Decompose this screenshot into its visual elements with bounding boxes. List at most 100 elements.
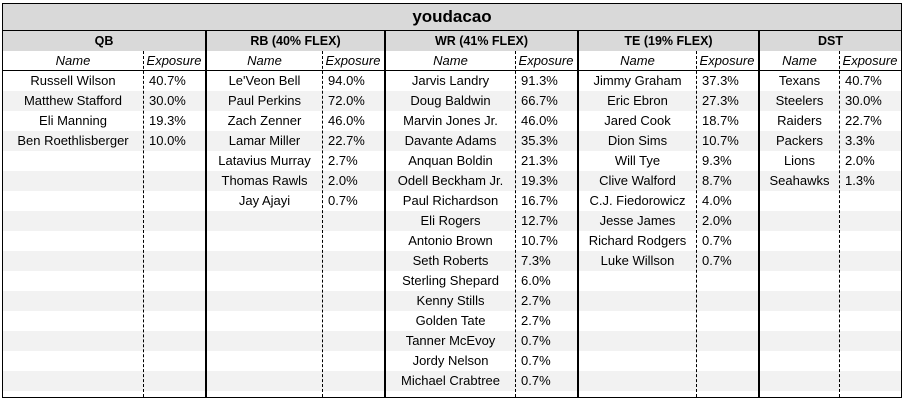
player-name: Seth Roberts [412,253,489,268]
table-row: Lions 2.0% [760,151,901,171]
player-name: Will Tye [614,153,661,168]
table-row: Sterling Shepard 6.0% [386,271,577,291]
row-stripe [207,331,384,351]
column-header-exposure: Exposure [146,53,202,68]
player-name: Davante Adams [404,133,497,148]
exposure-value: 2.7% [328,153,358,168]
exposure-value: 1.3% [845,173,875,188]
column-header-name: Name [433,53,468,68]
group-rb: RB (40% FLEX) Name Exposure Le'Veon Bell 94.… [206,31,385,398]
exposure-value: 0.7% [702,253,732,268]
exposure-value: 9.3% [702,153,732,168]
group-dst: DST Name Exposure Texans 40.7% Steelers 30.0% R… [759,31,902,398]
exposure-value: 10.7% [702,133,739,148]
player-name: Dion Sims [607,133,668,148]
exposure-value: 2.0% [328,173,358,188]
row-stripe [207,171,384,191]
row-stripe [3,91,205,111]
column-divider [515,51,516,397]
row-stripe [579,211,758,231]
row-stripe [207,251,384,271]
player-name: Kenny Stills [416,293,485,308]
table-row: Russell Wilson 40.7% [3,71,205,91]
column-header-name: Name [782,53,817,68]
exposure-value: 19.3% [149,113,186,128]
player-name: Clive Walford [599,173,676,188]
table-row: Thomas Rawls 2.0% [207,171,384,191]
row-stripe [760,331,901,351]
table-row: Will Tye 9.3% [579,151,758,171]
exposure-value: 46.0% [521,113,558,128]
column-header-name: Name [247,53,282,68]
row-stripe [386,91,577,111]
player-name: Packers [776,133,823,148]
group-header-wr: WR (41% FLEX) [386,31,577,52]
table-row: Eli Manning 19.3% [3,111,205,131]
exposure-value: 30.0% [149,93,186,108]
table-row: Paul Richardson 16.7% [386,191,577,211]
exposure-value: 22.7% [845,113,882,128]
table-row: Packers 3.3% [760,131,901,151]
exposure-value: 2.0% [702,213,732,228]
player-name: Sterling Shepard [402,273,499,288]
player-name: Jimmy Graham [593,73,682,88]
exposure-value: 2.0% [845,153,875,168]
group-header-rb: RB (40% FLEX) [207,31,384,52]
row-stripe [579,291,758,311]
player-name: Richard Rodgers [588,233,687,248]
group-te: TE (19% FLEX) Name Exposure Jimmy Graham 37.… [578,31,759,398]
column-header-row: Name Exposure [207,51,384,71]
player-name: Doug Baldwin [410,93,491,108]
table-row: Paul Perkins 72.0% [207,91,384,111]
column-header-name: Name [620,53,655,68]
exposure-value: 40.7% [149,73,186,88]
row-stripe [579,91,758,111]
row-stripe [207,291,384,311]
table-row: Tanner McEvoy 0.7% [386,331,577,351]
table-row: Jesse James 2.0% [579,211,758,231]
player-name: Jesse James [599,213,676,228]
row-stripe [386,371,577,391]
player-name: Jay Ajayi [238,193,291,208]
exposure-value: 0.7% [521,333,551,348]
player-name: Tanner McEvoy [405,333,496,348]
player-name: Raiders [777,113,822,128]
column-header-exposure: Exposure [325,53,381,68]
exposure-value: 12.7% [521,213,558,228]
row-stripe [386,131,577,151]
row-stripe [386,211,577,231]
player-name: Zach Zenner [227,113,302,128]
row-stripe [579,371,758,391]
group-qb: QB Name Exposure Russell Wilson 40.7% Matthew… [2,31,206,398]
table-row: Steelers 30.0% [760,91,901,111]
table-row: Jordy Nelson 0.7% [386,351,577,371]
player-name: Eli Rogers [420,213,481,228]
exposure-value: 21.3% [521,153,558,168]
row-stripe [386,291,577,311]
table-row: Marvin Jones Jr. 46.0% [386,111,577,131]
table-row: Le'Veon Bell 94.0% [207,71,384,91]
exposure-value: 0.7% [702,233,732,248]
row-stripe [207,371,384,391]
exposure-value: 0.7% [521,353,551,368]
row-stripe [579,251,758,271]
table-row: Latavius Murray 2.7% [207,151,384,171]
row-stripe [3,131,205,151]
player-name: Ben Roethlisberger [17,133,129,148]
table-row: Doug Baldwin 66.7% [386,91,577,111]
column-header-row: Name Exposure [386,51,577,71]
row-stripe [207,211,384,231]
player-name: Golden Tate [415,313,486,328]
player-name: Michael Crabtree [401,373,500,388]
player-name: Lions [783,153,816,168]
exposure-value: 10.0% [149,133,186,148]
player-name: Odell Beckham Jr. [397,173,504,188]
player-name: Latavius Murray [218,153,311,168]
row-stripe [579,331,758,351]
column-header-row: Name Exposure [3,51,205,71]
exposure-value: 0.7% [328,193,358,208]
table-row: Seth Roberts 7.3% [386,251,577,271]
row-stripe [579,171,758,191]
exposure-value: 27.3% [702,93,739,108]
table-row: Ben Roethlisberger 10.0% [3,131,205,151]
